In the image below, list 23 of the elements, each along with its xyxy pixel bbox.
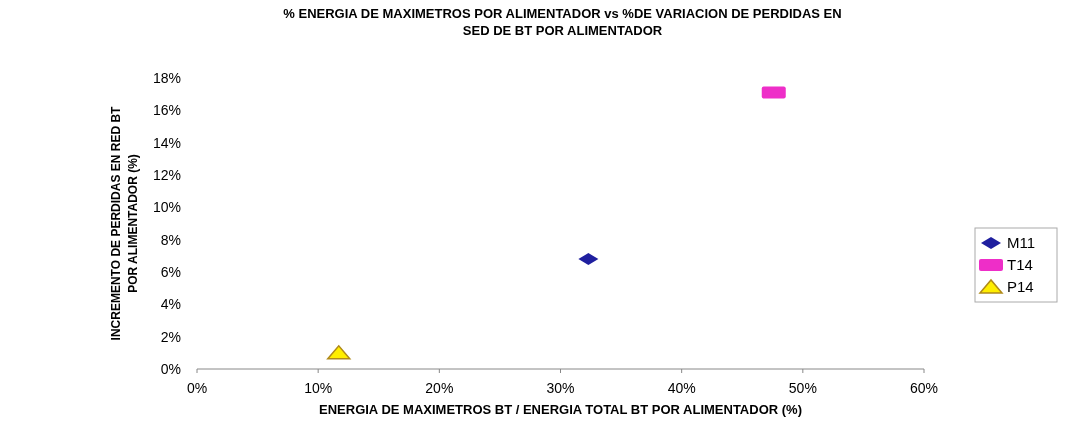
x-tick-label: 20% <box>425 380 454 396</box>
legend-label: M11 <box>1007 234 1036 251</box>
y-axis-title: INCREMENTO DE PERDIDAS EN RED BT POR ALIMENTADOR (%) <box>109 105 140 341</box>
x-axis-title: ENERGIA DE MAXIMETROS BT / ENERGIA TOTAL BT POR ALIMENTADOR (%) <box>319 402 802 417</box>
x-tick-label: 40% <box>667 380 696 396</box>
x-tick-label: 30% <box>546 380 575 396</box>
y-tick-label: 10% <box>152 199 181 216</box>
y-tick-label: 0% <box>160 361 181 377</box>
x-tick-label: 10% <box>304 380 333 396</box>
y-tick-label: 16% <box>152 102 181 119</box>
y-tick-label: 2% <box>160 328 181 345</box>
x-tick-label: 0% <box>186 380 208 396</box>
y-tick-label: 8% <box>160 231 181 248</box>
y-tick-label: 4% <box>160 296 181 313</box>
y-tick-label: 6% <box>160 264 181 280</box>
y-tick-label: 12% <box>152 167 181 183</box>
x-tick-label: 50% <box>788 380 817 396</box>
x-tick-label: 60% <box>909 380 939 396</box>
legend-label: T14 <box>1007 256 1033 273</box>
y-tick-label: 14% <box>152 134 181 151</box>
chart-title: % ENERGIA DE MAXIMETROS POR ALIMENTADOR vs %DE VARIACION DE PERDIDAS EN SED DE BT POR ALIMENTADOR <box>283 6 842 38</box>
legend-label: P14 <box>1007 278 1034 295</box>
y-tick-label: 18% <box>152 70 181 86</box>
